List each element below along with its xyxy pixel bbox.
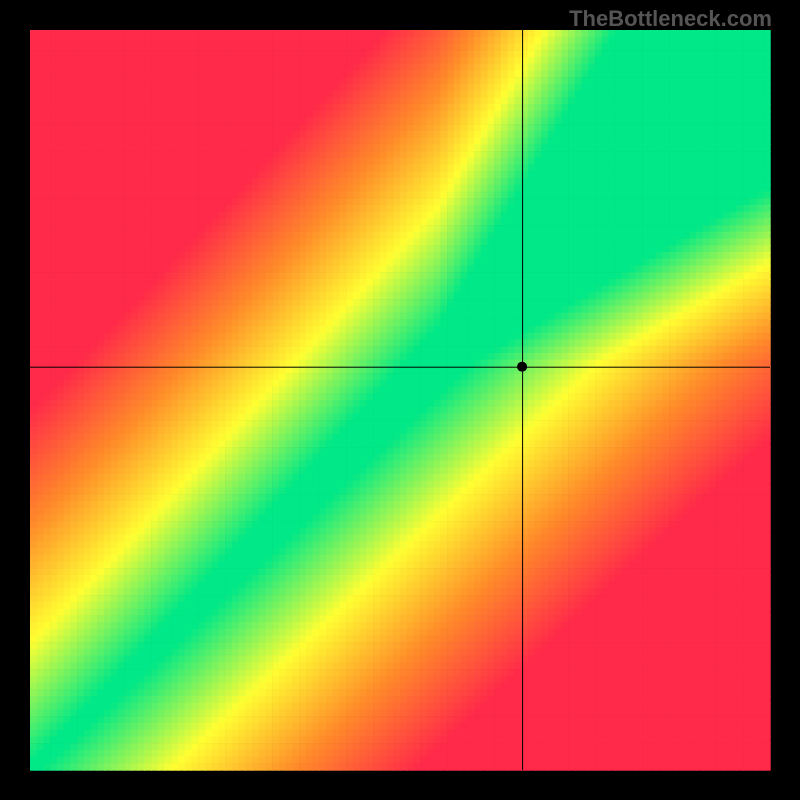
watermark-text: TheBottleneck.com: [569, 6, 772, 32]
bottleneck-heatmap: [0, 0, 800, 800]
chart-container: TheBottleneck.com: [0, 0, 800, 800]
